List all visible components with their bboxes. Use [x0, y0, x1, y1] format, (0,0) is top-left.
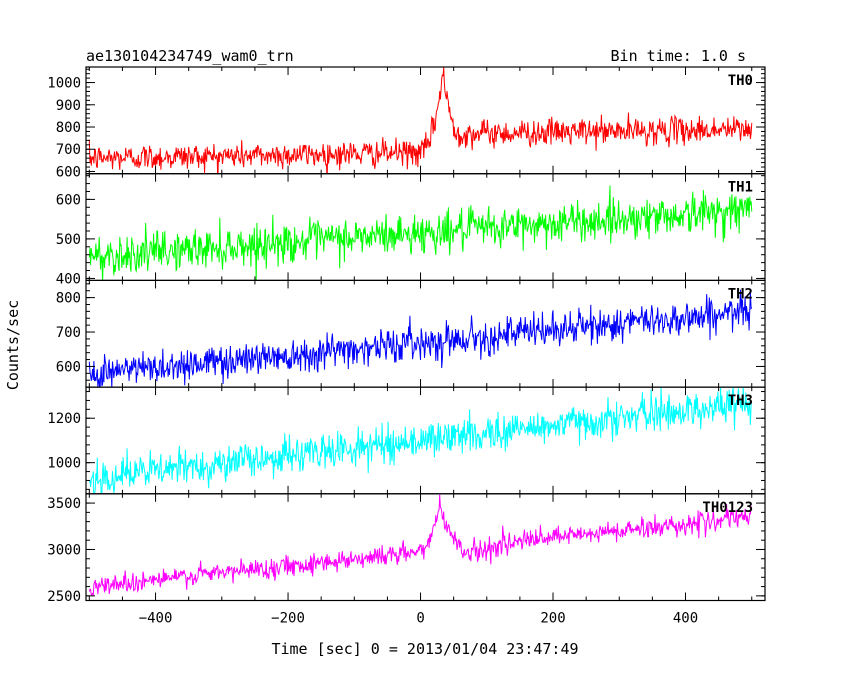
panels: 600 700 800 900 1000 TH0 400 500 600 TH1 600 700 800…: [47, 66, 766, 627]
series-line-th2: [88, 289, 753, 388]
panel-frame: [85, 493, 766, 602]
series-line-th0123: [88, 494, 753, 597]
panel-label-th3: TH3: [728, 393, 753, 409]
panel-frame: [85, 386, 766, 495]
x-tick-label: 400: [673, 611, 698, 627]
x-tick-label: −400: [139, 611, 173, 627]
panel-label-th0123: TH0123: [702, 500, 753, 516]
panel-th1: 400 500 600 TH1: [56, 173, 766, 287]
panel-frame: [85, 173, 766, 281]
x-tick-label: 200: [540, 611, 565, 627]
x-tick-label: −200: [271, 611, 305, 627]
y-tick-label: 800: [56, 291, 81, 307]
panel-label-th2: TH2: [728, 286, 753, 302]
series-line-th1: [88, 185, 753, 281]
panel-th2: 600 700 800 TH2: [56, 279, 766, 388]
y-tick-label: 600: [56, 192, 81, 208]
x-axis-title: Time [sec] 0 = 2013/01/04 23:47:49: [271, 640, 578, 658]
y-tick-label: 2500: [47, 589, 81, 605]
y-tick-label: 500: [56, 232, 81, 248]
y-tick-label: 900: [56, 98, 81, 114]
panel-th3: 1000 1200 TH3: [47, 386, 766, 495]
y-tick-label: 1000: [47, 456, 81, 472]
panel-th0: 600 700 800 900 1000 TH0: [47, 66, 766, 180]
y-tick-label: 600: [56, 164, 81, 180]
bin-time-label: Bin time: 1.0 s: [611, 47, 746, 65]
series-line-th0: [88, 67, 753, 174]
chart-title: ae130104234749_wam0_trn: [86, 47, 294, 65]
y-tick-label: 400: [56, 271, 81, 287]
y-tick-label: 3000: [47, 542, 81, 558]
y-tick-label: 1000: [47, 76, 81, 92]
x-tick-label: 0: [416, 611, 424, 627]
y-tick-label: 3500: [47, 496, 81, 512]
y-axis-title: Counts/sec: [4, 300, 22, 390]
panel-label-th0: TH0: [728, 73, 753, 89]
y-tick-label: 700: [56, 325, 81, 341]
series-line-th3: [88, 387, 753, 494]
y-tick-label: 700: [56, 142, 81, 158]
y-tick-label: 1200: [47, 411, 81, 427]
y-tick-label: 600: [56, 359, 81, 375]
panel-label-th1: TH1: [728, 180, 753, 196]
y-tick-label: 800: [56, 120, 81, 136]
panel-th0123: 2500 3000 3500 TH0123: [47, 493, 766, 605]
